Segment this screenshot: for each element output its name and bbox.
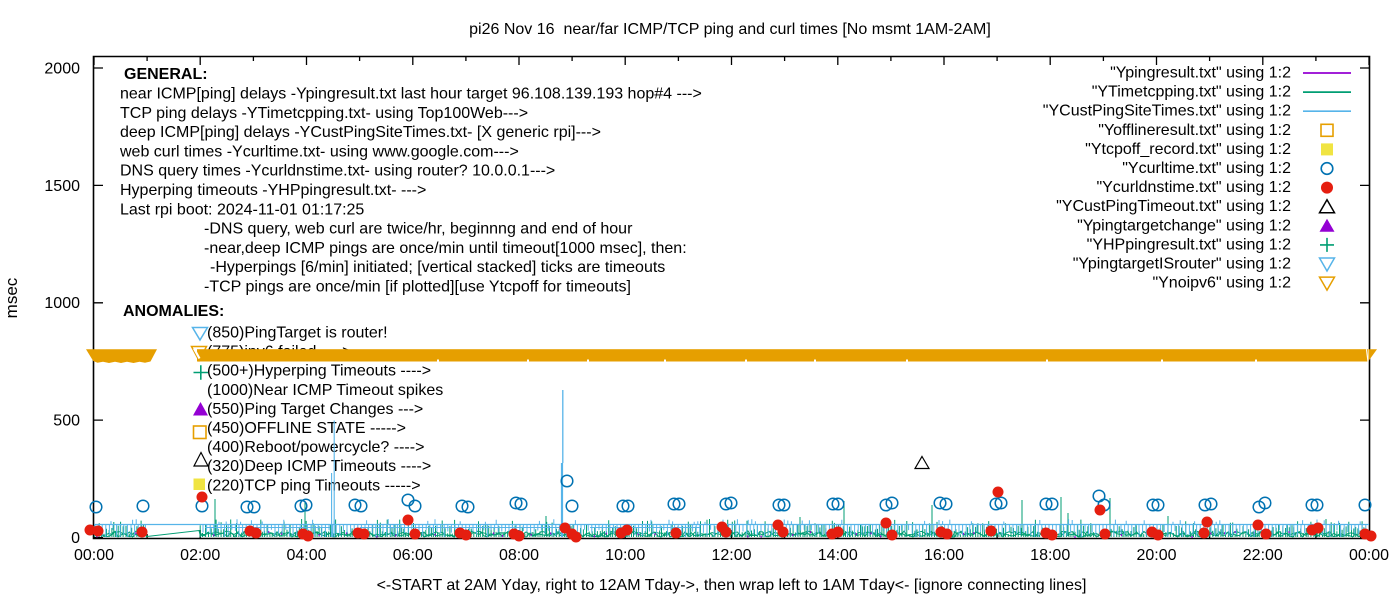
svg-text:GENERAL:: GENERAL: — [124, 66, 208, 83]
svg-text:"YpingtargetISrouter" using 1:: "YpingtargetISrouter" using 1:2 — [1073, 256, 1291, 273]
svg-text:14:00: 14:00 — [818, 547, 858, 564]
svg-text:(400)Reboot/powercycle? ---->: (400)Reboot/powercycle? ----> — [207, 439, 424, 456]
svg-text:-DNS query, web curl are twice: -DNS query, web curl are twice/hr, begin… — [204, 221, 633, 238]
svg-text:-TCP pings are once/min [if pl: -TCP pings are once/min [if plotted][use… — [204, 279, 631, 296]
svg-text:ANOMALIES:: ANOMALIES: — [123, 303, 224, 320]
svg-text:500: 500 — [53, 413, 80, 430]
svg-text:2000: 2000 — [44, 61, 80, 78]
svg-text:"Ycurldnstime.txt" using 1:2: "Ycurldnstime.txt" using 1:2 — [1096, 179, 1291, 196]
svg-text:DNS query times -Ycurldnstime.: DNS query times -Ycurldnstime.txt- using… — [120, 163, 555, 180]
svg-text:TCP ping delays -YTimetcpping.: TCP ping delays -YTimetcpping.txt- using… — [120, 105, 528, 122]
svg-text:Hyperping timeouts -YHPpingres: Hyperping timeouts -YHPpingresult.txt- -… — [120, 182, 426, 199]
svg-text:-near,deep ICMP pings are once: -near,deep ICMP pings are once/min until… — [204, 240, 687, 257]
svg-text:"YCustPingTimeout.txt" using 1: "YCustPingTimeout.txt" using 1:2 — [1056, 198, 1291, 215]
svg-text:-Hyperpings [6/min] initiated;: -Hyperpings [6/min] initiated; [vertical… — [210, 259, 665, 276]
svg-text:pi26 Nov 16 near/far ICMP/TCP: pi26 Nov 16 near/far ICMP/TCP ping and c… — [469, 21, 991, 38]
svg-text:"YCustPingSiteTimes.txt" using: "YCustPingSiteTimes.txt" using 1:2 — [1043, 103, 1291, 120]
svg-text:10:00: 10:00 — [605, 547, 645, 564]
svg-text:"Ytcpoff_record.txt" using 1:2: "Ytcpoff_record.txt" using 1:2 — [1085, 141, 1291, 158]
svg-text:18:00: 18:00 — [1030, 547, 1070, 564]
svg-text:00:00: 00:00 — [74, 547, 114, 564]
svg-text:(850)PingTarget is router!: (850)PingTarget is router! — [207, 325, 388, 342]
svg-text:04:00: 04:00 — [286, 547, 326, 564]
svg-text:02:00: 02:00 — [180, 547, 220, 564]
svg-text:12:00: 12:00 — [711, 547, 751, 564]
svg-text:"Yofflineresult.txt" using 1:2: "Yofflineresult.txt" using 1:2 — [1098, 122, 1291, 139]
svg-text:"Ynoipv6" using 1:2: "Ynoipv6" using 1:2 — [1152, 275, 1291, 292]
svg-text:22:00: 22:00 — [1243, 547, 1283, 564]
svg-text:"Ycurltime.txt" using 1:2: "Ycurltime.txt" using 1:2 — [1122, 160, 1291, 177]
svg-text:(1000)Near ICMP Timeout spikes: (1000)Near ICMP Timeout spikes — [207, 382, 443, 399]
svg-text:16:00: 16:00 — [924, 547, 964, 564]
svg-text:(500+)Hyperping Timeouts ---->: (500+)Hyperping Timeouts ----> — [207, 363, 431, 380]
svg-text:(450)OFFLINE STATE ----->: (450)OFFLINE STATE -----> — [207, 420, 406, 437]
svg-text:web curl times -Ycurltime.txt-: web curl times -Ycurltime.txt- using www… — [119, 143, 519, 160]
svg-text:msec: msec — [2, 277, 21, 318]
svg-text:06:00: 06:00 — [393, 547, 433, 564]
svg-text:deep ICMP[ping] delays -YCustP: deep ICMP[ping] delays -YCustPingSiteTim… — [120, 124, 601, 141]
svg-text:08:00: 08:00 — [499, 547, 539, 564]
svg-text:(220)TCP ping Timeouts ----->: (220)TCP ping Timeouts -----> — [207, 477, 421, 494]
svg-text:1500: 1500 — [44, 178, 80, 195]
svg-text:20:00: 20:00 — [1136, 547, 1176, 564]
svg-text:(550)Ping Target Changes --->: (550)Ping Target Changes ---> — [207, 401, 423, 418]
svg-text:00:00: 00:00 — [1349, 547, 1389, 564]
svg-text:1000: 1000 — [44, 295, 80, 312]
svg-text:"YTimetcpping.txt" using 1:2: "YTimetcpping.txt" using 1:2 — [1092, 84, 1291, 101]
svg-text:"Ypingresult.txt" using 1:2: "Ypingresult.txt" using 1:2 — [1110, 65, 1291, 82]
svg-text:<-START at 2AM Yday, right to: <-START at 2AM Yday, right to 12AM Tday-… — [377, 577, 1087, 594]
svg-text:"YHPpingresult.txt" using 1:2: "YHPpingresult.txt" using 1:2 — [1087, 236, 1291, 253]
svg-text:near ICMP[ping] delays -Ypingr: near ICMP[ping] delays -Ypingresult.txt … — [120, 86, 702, 103]
svg-text:(320)Deep ICMP Timeouts ---->: (320)Deep ICMP Timeouts ----> — [207, 458, 431, 475]
svg-text:"Ypingtargetchange" using 1:2: "Ypingtargetchange" using 1:2 — [1077, 217, 1291, 234]
svg-text:Last rpi boot: 2024-11-01 01:1: Last rpi boot: 2024-11-01 01:17:25 — [120, 201, 364, 218]
svg-text:0: 0 — [71, 530, 80, 547]
